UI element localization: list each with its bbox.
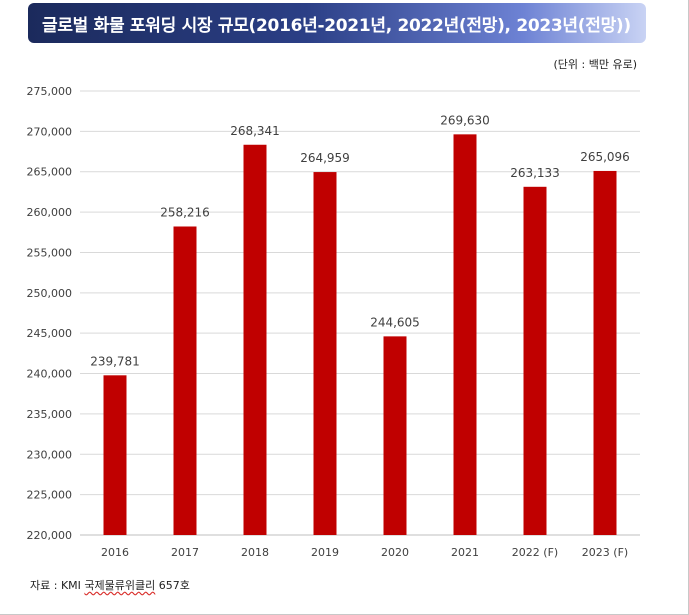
x-tick-label: 2020: [381, 546, 409, 559]
data-labels: 239,781 258,216 268,341 264,959 244,605 269,6…: [90, 113, 630, 368]
y-tick-label: 255,000: [27, 246, 73, 259]
y-tick-label: 275,000: [27, 85, 73, 98]
bar: [173, 226, 197, 535]
data-label: 263,133: [510, 166, 560, 180]
bar-chart: 220,000 225,000 230,000 235,000 240,000 245,0…: [27, 85, 640, 559]
y-tick-label: 265,000: [27, 166, 73, 179]
bar-series: [103, 134, 617, 536]
data-label: 258,216: [160, 205, 210, 219]
x-tick-label: 2023 (F): [582, 546, 628, 559]
data-label: 239,781: [90, 354, 140, 368]
data-label: 265,096: [580, 150, 630, 164]
data-label: 269,630: [440, 113, 490, 127]
y-tick-label: 270,000: [27, 125, 73, 138]
source-suffix: 657호: [155, 579, 190, 592]
x-tick-label: 2022 (F): [512, 546, 558, 559]
y-tick-label: 250,000: [27, 287, 73, 300]
y-tick-label: 225,000: [27, 489, 73, 502]
data-label: 264,959: [300, 151, 350, 165]
bar: [523, 186, 547, 535]
bar: [313, 172, 337, 535]
grid-layer: [80, 90, 640, 536]
x-tick-label: 2016: [101, 546, 129, 559]
y-tick-label: 220,000: [27, 529, 73, 542]
y-axis: 220,000 225,000 230,000 235,000 240,000 245,0…: [27, 85, 73, 542]
y-tick-label: 245,000: [27, 327, 73, 340]
x-tick-label: 2019: [311, 546, 339, 559]
bar: [593, 170, 617, 536]
x-tick-label: 2018: [241, 546, 269, 559]
x-tick-label: 2017: [171, 546, 199, 559]
source-name: 국제물류위클리: [84, 579, 156, 592]
x-axis: 2016 2017 2018 2019 2020 2021 2022 (F) 2023 (F): [101, 546, 628, 559]
y-tick-label: 260,000: [27, 206, 73, 219]
bar: [383, 336, 407, 535]
unit-label: (단위 : 백만 유로): [553, 58, 638, 71]
bar: [103, 375, 127, 535]
data-label: 268,341: [230, 124, 280, 138]
y-tick-label: 235,000: [27, 408, 73, 421]
data-label: 244,605: [370, 315, 420, 329]
y-tick-label: 230,000: [27, 448, 73, 461]
bar: [243, 144, 267, 535]
chart-title-bar: 글로벌 화물 포워딩 시장 규모(2016년-2021년, 2022년(전망),…: [28, 3, 646, 43]
bar: [453, 134, 477, 536]
source-note: 자료 : KMI 국제물류위클리 657호: [30, 577, 190, 593]
source-prefix: 자료 : KMI: [30, 579, 85, 592]
x-tick-label: 2021: [451, 546, 479, 559]
y-tick-label: 240,000: [27, 368, 73, 381]
chart-title: 글로벌 화물 포워딩 시장 규모(2016년-2021년, 2022년(전망),…: [42, 15, 631, 36]
